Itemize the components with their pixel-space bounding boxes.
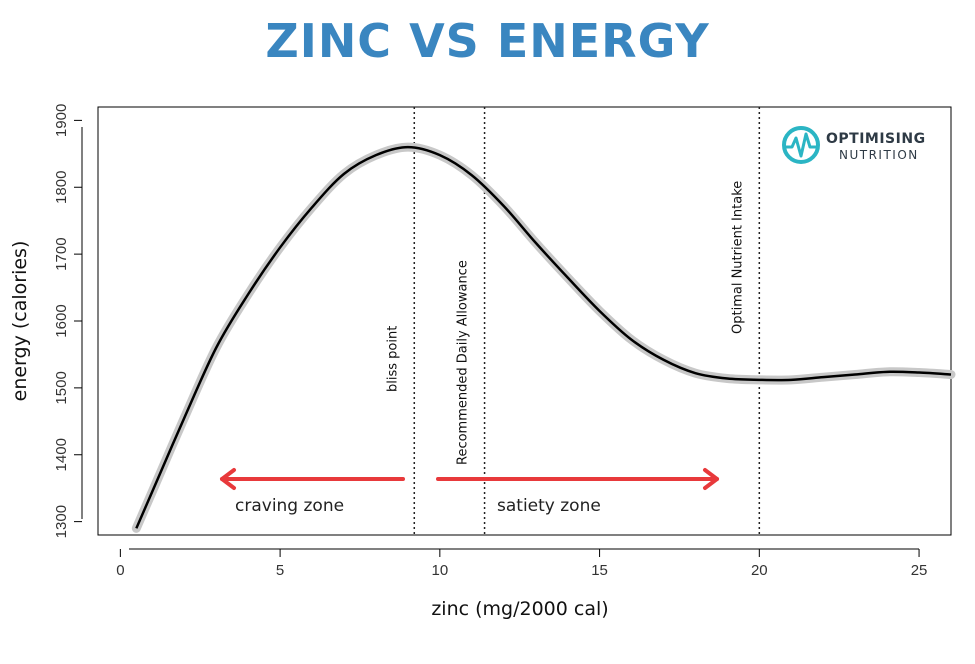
x-tick-label-15: 15: [591, 562, 608, 579]
zone-label-0: craving zone: [235, 496, 344, 516]
logo-sub-text: NUTRITION: [839, 148, 919, 162]
zone-label-1: satiety zone: [497, 496, 601, 516]
logo: OPTIMISING NUTRITION: [782, 126, 926, 164]
y-tick-label-1300: 1300: [53, 505, 70, 538]
x-tick-label-0: 0: [116, 562, 124, 579]
zones: craving zone satiety zone: [220, 468, 719, 516]
vline-label-2: Optimal Nutrient Intake: [730, 181, 745, 334]
y-tick-label-1400: 1400: [53, 438, 70, 471]
y-axis-title: energy (calories): [9, 241, 31, 402]
y-tick-label-1800: 1800: [53, 171, 70, 204]
x-tick-label-5: 5: [276, 562, 284, 579]
x-tick-label-25: 25: [911, 562, 928, 579]
vline-label-0: bliss point: [385, 326, 400, 392]
x-tick-label-10: 10: [431, 562, 448, 579]
x-tick-label-20: 20: [751, 562, 768, 579]
x-axis-title: zinc (mg/2000 cal): [431, 598, 608, 620]
plot-frame: [97, 106, 952, 536]
energy-curve: [135, 145, 952, 529]
y-tick-label-1700: 1700: [53, 237, 70, 270]
x-ticks: 0 5 10 15 20 25: [116, 549, 927, 579]
curve-group: [131, 142, 956, 533]
reference-lines: bliss point Recommended Daily Allowance Op…: [385, 107, 761, 535]
y-tick-label-1600: 1600: [53, 304, 70, 337]
logo-main-text: OPTIMISING: [826, 131, 926, 147]
vline-label-1: Recommended Daily Allowance: [456, 260, 471, 465]
y-ticks: 1300 1400 1500 1600 1700 1800 1900: [53, 104, 82, 538]
confidence-band: [131, 142, 956, 533]
logo-icon: [782, 126, 820, 164]
y-tick-label-1900: 1900: [53, 104, 70, 137]
zone-arrowhead-0: [220, 468, 236, 490]
zone-arrowhead-1: [703, 468, 719, 490]
page-title: ZINC VS ENERGY: [265, 14, 710, 68]
y-tick-label-1500: 1500: [53, 371, 70, 404]
